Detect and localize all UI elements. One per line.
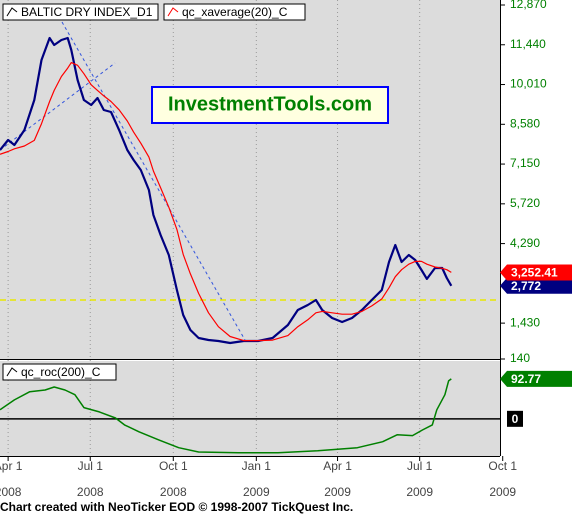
x-tick-label: Apr 1: [0, 459, 23, 473]
value-marker: [500, 264, 572, 281]
legend-box: [2, 363, 117, 381]
legend-icon: [167, 7, 179, 17]
value-marker-label: 2,772: [511, 279, 541, 293]
value-marker: [500, 277, 572, 294]
value-marker-label: 92.77: [511, 372, 541, 386]
value-marker-label: 0: [512, 412, 519, 426]
trend-line: [61, 21, 246, 341]
legend-box: [163, 3, 306, 21]
x-tick-label: Jan 1: [242, 459, 272, 473]
y-tick-label: 4,290: [510, 236, 540, 250]
main-plot-bg: [0, 0, 500, 359]
legend-label: BALTIC DRY INDEX_D1: [21, 5, 153, 19]
y-tick-label: 8,580: [510, 116, 540, 130]
y-tick-label: 11,440: [510, 37, 546, 51]
legend-label: qc_roc(200)_C: [21, 365, 101, 379]
y-tick-label: 1,430: [510, 315, 540, 329]
series-line: [0, 378, 452, 454]
x-tick-year: 2009: [243, 485, 270, 499]
x-tick-label: Jul 1: [407, 459, 433, 473]
value-marker-label: 3,252.41: [511, 266, 558, 280]
x-tick-year: 2009: [324, 485, 351, 499]
x-tick-year: 2008: [77, 485, 104, 499]
y-tick-label: 140: [510, 351, 530, 365]
value-marker: [507, 410, 523, 427]
trend-line: [0, 62, 116, 151]
y-tick-label: 7,150: [510, 156, 540, 170]
watermark: InvestmentTools.com: [168, 93, 372, 115]
x-tick-year: 2009: [406, 485, 433, 499]
value-marker: [500, 370, 572, 387]
series-line: [0, 36, 453, 345]
y-tick-label: 12,870: [510, 0, 547, 11]
legend-box: [2, 3, 159, 21]
x-tick-year: 2009: [489, 485, 516, 499]
watermark-box: [151, 86, 389, 124]
legend-icon: [6, 7, 18, 17]
footer: Chart created with NeoTicker EOD © 1998-…: [0, 500, 353, 514]
y-tick-label: 10,010: [510, 77, 547, 91]
x-tick-year: 2008: [0, 485, 22, 499]
y-tick-label: 5,720: [510, 196, 540, 210]
legend-label: qc_xaverage(20)_C: [182, 5, 288, 19]
x-tick-year: 2008: [160, 485, 187, 499]
series-line: [0, 62, 452, 342]
x-tick-label: Oct 1: [488, 459, 517, 473]
x-tick-label: Apr 1: [323, 459, 352, 473]
x-tick-label: Oct 1: [159, 459, 188, 473]
x-tick-label: Jul 1: [78, 459, 104, 473]
legend-icon: [6, 367, 18, 377]
